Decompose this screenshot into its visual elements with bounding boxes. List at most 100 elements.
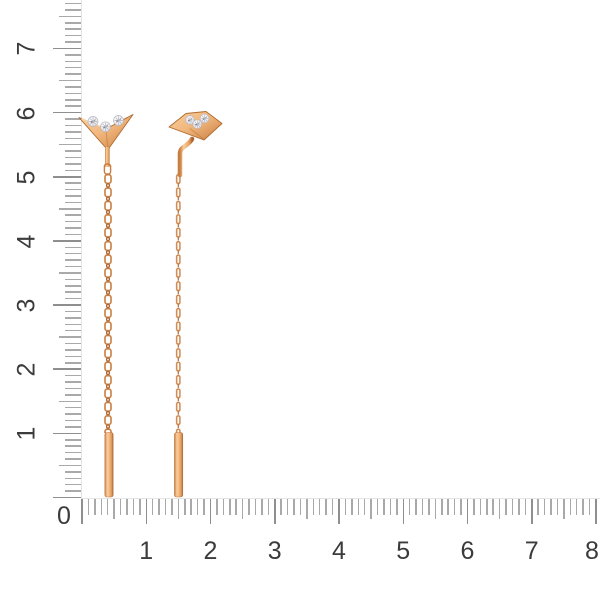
horizontal-ruler-edge (81, 498, 600, 499)
diamond (113, 115, 124, 126)
h-ruler-tick (119, 499, 122, 515)
diamond (199, 113, 210, 124)
h-ruler-tick (325, 499, 327, 515)
h-ruler-label: 3 (267, 537, 282, 565)
v-ruler-tick (53, 368, 81, 370)
h-ruler-tick (344, 499, 347, 515)
h-ruler-tick (132, 499, 135, 515)
h-ruler-tick (518, 499, 520, 515)
v-ruler-tick (65, 169, 81, 172)
v-ruler-tick (65, 477, 81, 479)
diamond (192, 119, 203, 130)
v-ruler-tick (65, 349, 81, 351)
h-ruler-tick (299, 499, 302, 515)
ruler-origin-label: 0 (57, 502, 71, 530)
v-ruler-tick (65, 118, 81, 120)
threader-bar (104, 432, 114, 498)
v-ruler-tick (65, 374, 81, 377)
v-ruler-tick (53, 240, 81, 242)
h-ruler-tick (434, 499, 437, 519)
h-ruler-tick (171, 499, 173, 515)
v-ruler-tick (65, 99, 81, 101)
h-ruler-tick (235, 499, 237, 515)
v-ruler-tick (65, 22, 81, 24)
h-ruler-label: 1 (139, 537, 154, 565)
h-ruler-tick (428, 499, 430, 515)
v-ruler-tick (65, 406, 81, 409)
v-ruler-tick (53, 304, 81, 306)
h-ruler-tick (492, 499, 494, 515)
h-ruler-tick (569, 499, 572, 515)
v-ruler-tick (65, 471, 81, 473)
h-ruler-tick (582, 499, 584, 515)
v-ruler-tick (65, 54, 81, 56)
h-ruler-tick (222, 499, 225, 515)
v-ruler-tick (65, 105, 81, 107)
h-ruler-tick (402, 499, 404, 524)
v-ruler-tick (65, 458, 81, 460)
h-ruler-tick (486, 499, 488, 515)
v-ruler-tick (59, 400, 81, 403)
h-ruler-tick (113, 499, 115, 519)
h-ruler-tick (447, 499, 449, 515)
v-ruler-tick (65, 60, 81, 63)
threader-bar (174, 432, 183, 498)
v-ruler-tick (65, 394, 81, 396)
v-ruler-tick (65, 137, 81, 139)
v-ruler-tick (65, 131, 81, 133)
v-ruler-tick (65, 163, 81, 165)
v-ruler-tick (65, 259, 81, 261)
v-ruler-tick (65, 34, 81, 37)
v-ruler-tick (65, 195, 81, 197)
h-ruler-tick (306, 499, 308, 519)
h-ruler-tick (209, 499, 212, 524)
h-ruler-label: 8 (585, 537, 599, 565)
h-ruler-label: 6 (460, 537, 475, 565)
h-ruler-tick (479, 499, 482, 515)
h-ruler-tick (370, 499, 372, 519)
v-ruler-tick (65, 233, 81, 236)
v-ruler-tick (65, 182, 81, 184)
v-ruler-tick (65, 41, 81, 43)
v-ruler-tick (59, 143, 81, 146)
v-ruler-tick (65, 297, 81, 300)
h-ruler-tick (203, 499, 205, 515)
h-ruler-tick (248, 499, 250, 515)
h-ruler-tick (87, 499, 90, 515)
h-ruler-tick (331, 499, 334, 515)
h-ruler-tick (524, 499, 527, 515)
h-ruler-label: 7 (524, 537, 539, 565)
v-ruler-tick (65, 150, 81, 152)
v-ruler-tick (65, 483, 81, 486)
v-ruler-tick (59, 15, 81, 18)
h-ruler-tick (389, 499, 392, 515)
v-ruler-tick (65, 381, 81, 383)
h-ruler-tick (158, 499, 160, 515)
v-ruler-tick (65, 246, 81, 249)
h-ruler-tick (190, 499, 192, 515)
h-ruler-label: 4 (332, 537, 346, 565)
h-ruler-tick (216, 499, 218, 515)
h-ruler-tick (267, 499, 270, 515)
h-ruler-label: 5 (396, 537, 411, 565)
h-ruler-tick (498, 499, 501, 519)
v-ruler-tick (65, 490, 81, 492)
h-ruler-tick (473, 499, 475, 515)
ear-post-curved (177, 136, 195, 178)
h-ruler-tick (543, 499, 546, 515)
h-ruler-tick (184, 499, 186, 515)
v-ruler-tick (53, 47, 81, 50)
h-ruler-tick (550, 499, 552, 515)
v-motif-crease (105, 128, 109, 150)
v-ruler-tick (65, 362, 81, 364)
v-ruler-tick (65, 278, 81, 281)
left-earring (78, 114, 134, 498)
h-ruler-tick (511, 499, 514, 515)
v-ruler-tick (59, 464, 81, 467)
h-ruler-tick (100, 499, 103, 515)
v-ruler-tick (65, 188, 81, 191)
h-ruler-tick (254, 499, 257, 515)
h-ruler-tick (81, 499, 83, 524)
h-ruler-tick (177, 499, 180, 519)
